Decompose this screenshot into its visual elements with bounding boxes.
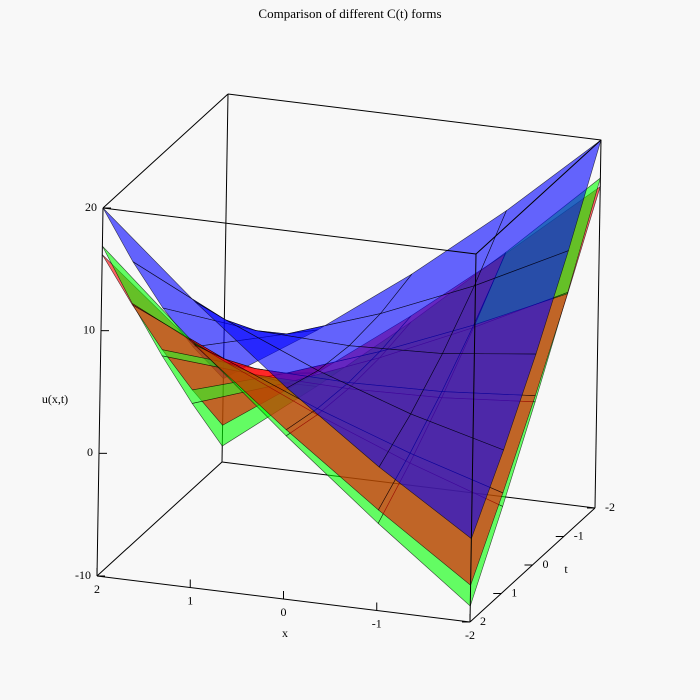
t-tick-label: 1 xyxy=(511,585,517,599)
z-axis xyxy=(96,207,104,577)
t-tick-label: -1 xyxy=(574,528,584,542)
box-edge xyxy=(102,207,477,255)
t-tick-label: 0 xyxy=(543,557,549,571)
t-tick-label: -2 xyxy=(605,500,615,514)
box-edge xyxy=(469,253,477,623)
z-tick-label: 10 xyxy=(83,322,95,336)
x-tick-label: 1 xyxy=(187,593,193,607)
box-edge xyxy=(96,461,223,577)
t-axis-label: t xyxy=(564,562,568,576)
box-edge xyxy=(594,139,602,509)
x-tick-label: 0 xyxy=(281,605,287,619)
t-tick-label: 2 xyxy=(480,614,486,628)
box-edge xyxy=(475,139,602,255)
x-tick-label: -2 xyxy=(465,628,475,642)
x-axis-label: x xyxy=(282,626,288,640)
z-axis-label: u(x,t) xyxy=(42,392,68,406)
z-tick-label: 0 xyxy=(87,445,93,459)
chart-title: Comparison of different C(t) forms xyxy=(258,6,441,21)
z-tick-label: 20 xyxy=(85,200,97,214)
x-tick-label: -1 xyxy=(372,616,382,630)
z-tick-label: -10 xyxy=(75,568,91,582)
x-tick-label: 2 xyxy=(94,582,100,596)
box-edge xyxy=(102,93,229,209)
box-edge xyxy=(227,93,602,141)
